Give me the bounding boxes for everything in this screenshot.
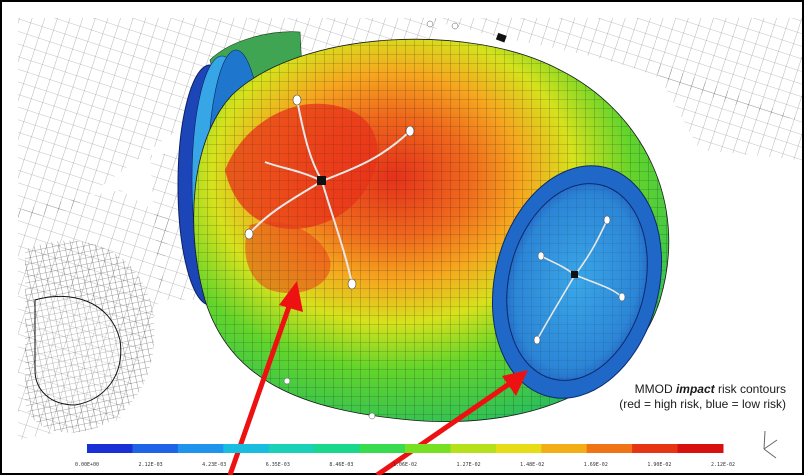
colorbar-tick-label: 6.35E-03 [266,462,290,468]
tether-nodes-side [244,94,415,290]
colorbar-tick-label: 8.46E-03 [329,462,353,468]
colorbar-segment [223,444,270,453]
colorbar-segment [132,444,179,453]
arrow-low-risk-head [502,370,528,396]
colorbar-tick-label: 1.90E-02 [647,462,671,468]
risk-colorbar-labels: 0.00E+00 2.12E-03 4.23E-03 6.35E-03 8.46E-03… [75,462,735,468]
colorbar-segment [87,444,133,453]
colorbar-segment [314,444,361,453]
risk-colorbar [87,444,724,453]
colorbar-segment [359,444,406,453]
colorbar-tick-label: 2.12E-02 [711,462,735,468]
colorbar-tick-label: 4.23E-03 [202,462,226,468]
colorbar-segment [450,444,497,453]
colorbar-segment [677,444,724,453]
colorbar-segment [268,444,315,453]
caption-prefix: MMOD [634,382,676,396]
caption-suffix: risk contours [714,382,786,396]
caption-line-2: (red = high risk, blue = low risk) [619,397,786,411]
caption-line-1: MMOD impact risk contours [526,382,786,397]
colorbar-segment [177,444,224,453]
colorbar-tick-label: 1.69E-02 [584,462,608,468]
arrow-low-risk [375,379,514,475]
colorbar-tick-label: 1.06E-02 [393,462,417,468]
axis-triad-icon [763,430,778,459]
pressure-vessel-body [177,20,670,423]
colorbar-segment [495,444,542,453]
colorbar-tick-label: 1.27E-02 [457,462,481,468]
colorbar-segment [405,444,451,453]
tether-nodes-cap [533,215,626,345]
colorbar-segment [541,444,588,453]
risk-contour-caption: MMOD impact risk contours (red = high ri… [526,382,786,412]
caption-emphasis: impact [675,382,715,396]
colorbar-tick-label: 1.48E-02 [520,462,544,468]
colorbar-tick-label: 2.12E-03 [139,462,163,468]
colorbar-segment [586,444,633,453]
arrow-high-risk-head [279,281,303,312]
tether-network-side [248,99,411,285]
colorbar-segment [632,444,679,453]
colorbar-tick-label: 0.00E+00 [75,462,99,468]
